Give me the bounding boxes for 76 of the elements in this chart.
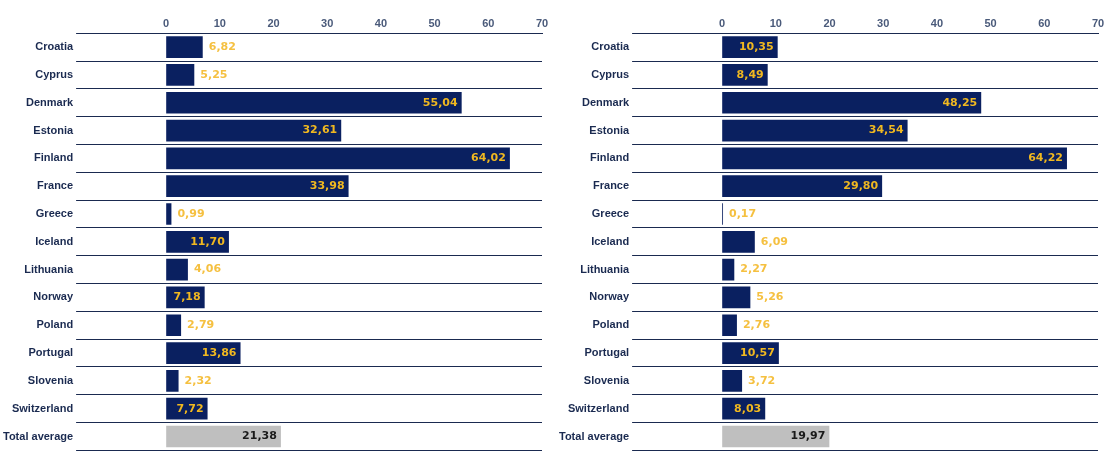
data-label: 10,35: [738, 39, 774, 53]
y-tick-label: Lithuania: [580, 262, 630, 275]
data-label: 34,54: [868, 123, 904, 137]
data-label: 19,97: [790, 429, 826, 443]
data-label: 32,61: [302, 123, 338, 137]
y-tick-label: Switzerland: [567, 401, 630, 414]
data-label: 13,86: [201, 345, 237, 359]
x2-tick-label: 50: [984, 16, 997, 29]
data-label: 10,57: [740, 345, 775, 359]
y-tick-label: Estonia: [589, 123, 630, 136]
data-label: 2,27: [740, 262, 768, 276]
y-tick-label: Estonia: [33, 123, 74, 136]
data-label: 4,06: [193, 262, 222, 276]
x2-tick-label: 0: [719, 16, 726, 29]
data-label: 3,72: [748, 373, 776, 387]
data-label: 6,09: [760, 234, 788, 248]
y-tick-label: Total average: [558, 429, 630, 442]
y-tick-label: France: [37, 179, 74, 192]
y-tick-label: Croatia: [35, 40, 74, 53]
x2-tick-label: 40: [930, 16, 944, 29]
y-tick-label: France: [593, 179, 630, 192]
data-label: 11,70: [190, 234, 226, 248]
y-tick-label: Cyprus: [35, 67, 74, 80]
x2-tick-label: 30: [321, 16, 334, 29]
data-label: 5,25: [200, 67, 228, 81]
x2-tick-label: 40: [374, 16, 388, 29]
y-tick-label: Iceland: [591, 234, 630, 247]
y-tick-label: Greece: [35, 207, 74, 220]
y-tick-label: Portugal: [584, 346, 630, 359]
data-label: 33,98: [309, 179, 345, 193]
x2-tick-label: 70: [535, 16, 549, 29]
data-label: 64,02: [471, 151, 506, 165]
y-tick-label: Iceland: [35, 234, 74, 247]
x2-tick-label: 10: [769, 16, 782, 29]
y-tick-label: Slovenia: [27, 373, 74, 386]
x2-tick-label: 10: [213, 16, 226, 29]
y-tick-label: Greece: [591, 207, 630, 220]
data-label: 6,82: [208, 39, 236, 53]
y-tick-label: Total average: [2, 429, 74, 442]
y-tick-label: Croatia: [591, 40, 630, 53]
data-label: 2,32: [184, 373, 212, 387]
x2-tick-label: 20: [267, 16, 280, 29]
x2-tick-label: 50: [428, 16, 441, 29]
y-tick-label: Finland: [589, 151, 630, 164]
y-tick-label: Switzerland: [11, 401, 74, 414]
y-tick-label: Finland: [33, 151, 74, 164]
data-label: 8,03: [734, 401, 762, 415]
x2-tick-label: 70: [1091, 16, 1105, 29]
data-label: 64,22: [1028, 151, 1063, 165]
data-label: 2,79: [187, 318, 215, 332]
data-label: 48,25: [942, 95, 978, 109]
y-tick-label: Norway: [589, 290, 630, 303]
data-label: 7,72: [176, 401, 204, 415]
y-tick-label: Lithuania: [24, 262, 74, 275]
x2-tick-label: 60: [1038, 16, 1051, 29]
data-label: 2,76: [742, 318, 771, 332]
y-tick-label: Denmark: [26, 95, 74, 108]
x2-tick-label: 0: [163, 16, 170, 29]
y-tick-label: Cyprus: [591, 67, 630, 80]
data-label: 55,04: [422, 95, 459, 109]
y-tick-label: Portugal: [28, 346, 74, 359]
x2-tick-label: 20: [823, 16, 836, 29]
y-tick-label: Norway: [33, 290, 74, 303]
data-label: 0,99: [177, 206, 205, 220]
y-tick-label: Poland: [592, 318, 630, 331]
y-tick-label: Poland: [36, 318, 74, 331]
data-label: 5,26: [756, 290, 784, 304]
y-tick-label: Denmark: [582, 95, 630, 108]
data-label: 7,18: [173, 290, 201, 304]
data-label: 21,38: [242, 429, 277, 443]
x2-tick-label: 60: [482, 16, 495, 29]
y-tick-label: Slovenia: [583, 373, 630, 386]
data-label: 0,17: [729, 206, 757, 220]
data-label: 29,80: [843, 179, 879, 193]
data-label: 8,49: [736, 67, 764, 81]
x2-tick-label: 30: [877, 16, 890, 29]
